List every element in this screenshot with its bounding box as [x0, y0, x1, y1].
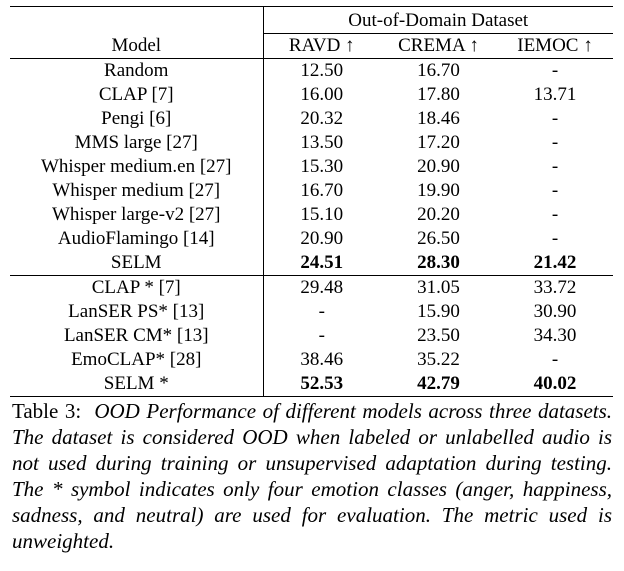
cell-model: SELM *	[10, 372, 264, 397]
table-section-all-classes: Random 12.50 16.70- CLAP [7] 16.00 17.80 13.71…	[10, 58, 613, 276]
cell-crema: 20.90	[417, 156, 460, 177]
cell-iemoc: 30.90	[533, 301, 577, 322]
column-header-crema: CREMA ↑	[398, 35, 479, 56]
cell-crema: 26.50	[417, 228, 460, 249]
cell-iemoc: 21.42	[533, 252, 577, 273]
cell-ravd: 24.51	[300, 252, 344, 273]
cell-model: CLAP * [7]	[10, 275, 264, 300]
cell-iemoc: -	[497, 58, 613, 83]
results-table-container: Out-of-Domain Dataset Model RAVD ↑ CREMA…	[10, 6, 613, 397]
cell-iemoc: 33.72	[497, 275, 613, 300]
cell-model: EmoCLAP* [28]	[10, 348, 264, 372]
cell-model: Random	[10, 58, 264, 83]
cell-iemoc: 34.30	[533, 325, 577, 346]
group-header-row: Out-of-Domain Dataset	[10, 6, 613, 34]
column-header-model: Model	[10, 33, 264, 59]
table-row: Whisper large-v2 [27] 15.10 20.20 -	[10, 203, 613, 227]
table-row: AudioFlamingo [14] 20.90 26.50 -	[10, 227, 613, 251]
cell-crema: 28.30	[417, 252, 460, 273]
cell-model: AudioFlamingo [14]	[10, 227, 264, 251]
cell-iemoc: -	[551, 108, 559, 129]
cell-model: LanSER PS* [13]	[10, 300, 264, 324]
table-section-four-classes: CLAP * [7] 29.48 31.05 33.72 LanSER PS* [13]…	[10, 275, 613, 397]
cell-crema: 15.90	[417, 301, 460, 322]
cell-crema: 19.90	[417, 180, 460, 201]
cell-ravd: 52.53	[263, 372, 380, 397]
cell-crema: 18.46	[417, 108, 460, 129]
cell-ravd: 15.10	[300, 204, 344, 225]
cell-model: LanSER CM* [13]	[10, 324, 264, 348]
cell-iemoc: -	[551, 132, 559, 153]
empty-header-cell	[10, 6, 264, 34]
cell-crema: 17.20	[417, 132, 460, 153]
cell-ravd: -	[318, 301, 325, 322]
table-row: LanSER PS* [13] - 15.90 30.90	[10, 300, 613, 324]
cell-iemoc: -	[551, 349, 559, 370]
table-row: Whisper medium [27] 16.70 19.90 -	[10, 179, 613, 203]
caption-text: OOD Performance of different models acro…	[12, 399, 613, 553]
cell-ravd: 20.90	[300, 228, 344, 249]
cell-crema: 23.50	[417, 325, 460, 346]
cell-ravd: 38.46	[300, 349, 344, 370]
cell-ravd: 16.00	[300, 84, 344, 105]
table-row: Whisper medium.en [27] 15.30 20.90 -	[10, 155, 613, 179]
table-row: LanSER CM* [13] - 23.50 34.30	[10, 324, 613, 348]
cell-iemoc: -	[551, 228, 559, 249]
results-table: Out-of-Domain Dataset Model RAVD ↑ CREMA…	[10, 6, 613, 397]
cell-iemoc: -	[551, 204, 559, 225]
cell-ravd: 29.48	[263, 275, 380, 300]
cell-ravd: 12.50	[263, 58, 380, 83]
cell-iemoc: 13.71	[533, 84, 577, 105]
cell-ravd: 16.70	[300, 180, 344, 201]
cell-ravd: 13.50	[300, 132, 344, 153]
column-header-iemoc: IEMOC ↑	[517, 35, 593, 56]
cell-iemoc: -	[551, 180, 559, 201]
group-header: Out-of-Domain Dataset	[263, 6, 613, 34]
cell-crema: 16.70	[380, 58, 497, 83]
table-row: Random 12.50 16.70-	[10, 58, 613, 83]
table-row: EmoCLAP* [28] 38.46 35.22 -	[10, 348, 613, 372]
column-header-row: Model RAVD ↑ CREMA ↑ IEMOC ↑	[10, 33, 613, 59]
cell-crema: 42.79	[380, 372, 497, 397]
table-row: MMS large [27] 13.50 17.20 -	[10, 131, 613, 155]
cell-crema: 31.05	[380, 275, 497, 300]
cell-crema: 17.80	[417, 84, 460, 105]
table-caption: Table 3: OOD Performance of different mo…	[12, 398, 612, 554]
cell-iemoc: -	[551, 156, 559, 177]
cell-model: Whisper medium.en [27]	[10, 155, 264, 179]
cell-ravd: 15.30	[300, 156, 344, 177]
cell-model: CLAP [7]	[10, 83, 264, 107]
table-row: CLAP [7] 16.00 17.80 13.71	[10, 83, 613, 107]
caption-label: Table 3:	[12, 399, 82, 423]
cell-model: Whisper medium [27]	[10, 179, 264, 203]
cell-ravd: 20.32	[300, 108, 344, 129]
cell-crema: 20.20	[417, 204, 460, 225]
cell-crema: 35.22	[417, 349, 460, 370]
table-row: SELM * 52.53 42.79 40.02	[10, 372, 613, 397]
table-row: Pengi [6] 20.32 18.46 -	[10, 107, 613, 131]
cell-iemoc: 40.02	[497, 372, 613, 397]
cell-model: SELM	[10, 251, 264, 276]
table-row: SELM 24.51 28.30 21.42	[10, 251, 613, 276]
cell-ravd: -	[318, 325, 325, 346]
cell-model: MMS large [27]	[10, 131, 264, 155]
column-header-ravd: RAVD ↑	[288, 35, 355, 56]
cell-model: Whisper large-v2 [27]	[10, 203, 264, 227]
cell-model: Pengi [6]	[10, 107, 264, 131]
table-row: CLAP * [7] 29.48 31.05 33.72	[10, 275, 613, 300]
